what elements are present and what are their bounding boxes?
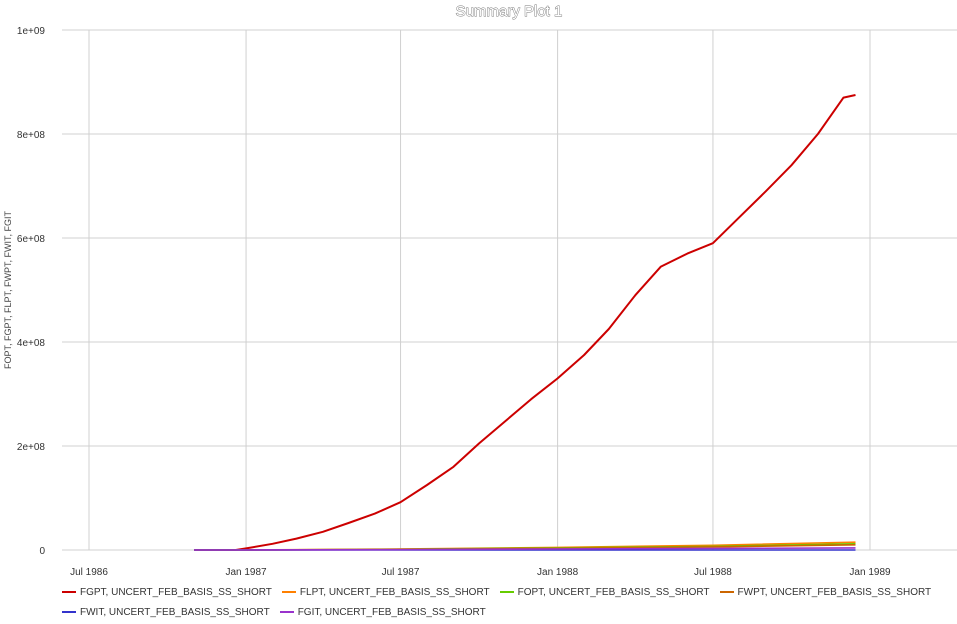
legend-label: FOPT, UNCERT_FEB_BASIS_SS_SHORT xyxy=(517,586,710,598)
legend-label: FWPT, UNCERT_FEB_BASIS_SS_SHORT xyxy=(737,586,932,598)
y-tick-label: 4e+08 xyxy=(17,338,46,349)
legend-swatch xyxy=(719,591,734,593)
legend-label: FGPT, UNCERT_FEB_BASIS_SS_SHORT xyxy=(80,586,272,598)
y-tick-label: 8e+08 xyxy=(17,130,46,141)
legend-item: FWIT, UNCERT_FEB_BASIS_SS_SHORT xyxy=(62,604,270,620)
legend-label: FLPT, UNCERT_FEB_BASIS_SS_SHORT xyxy=(299,586,490,598)
legend-swatch xyxy=(499,591,514,593)
legend-item: FOPT, UNCERT_FEB_BASIS_SS_SHORT xyxy=(499,584,710,600)
legend-label: FWIT, UNCERT_FEB_BASIS_SS_SHORT xyxy=(80,606,270,618)
legend-item: FGPT, UNCERT_FEB_BASIS_SS_SHORT xyxy=(62,584,272,600)
legend-swatch xyxy=(62,591,76,593)
legend: FGPT, UNCERT_FEB_BASIS_SS_SHORT FLPT, UNC… xyxy=(62,584,942,624)
y-tick-label: 1e+09 xyxy=(17,26,46,37)
legend-swatch xyxy=(281,591,296,593)
chart-title: Summary Plot 1 xyxy=(456,3,563,20)
x-tick-label: Jul 1986 xyxy=(70,567,108,578)
series-lines xyxy=(194,94,856,551)
y-tick-label: 6e+08 xyxy=(17,234,46,245)
x-tick-label: Jan 1988 xyxy=(537,567,579,578)
legend-item: FGIT, UNCERT_FEB_BASIS_SS_SHORT xyxy=(279,604,486,620)
y-tick-label: 2e+08 xyxy=(17,442,46,453)
series-line-1 xyxy=(194,94,856,551)
legend-label: FGIT, UNCERT_FEB_BASIS_SS_SHORT xyxy=(297,606,486,618)
legend-item: FWPT, UNCERT_FEB_BASIS_SS_SHORT xyxy=(719,584,932,600)
y-axis-label: FOPT, FGPT, FLPT, FWPT, FWIT, FGIT xyxy=(3,211,13,369)
y-axis-ticks: 0 2e+08 4e+08 6e+08 8e+08 1e+09 xyxy=(17,26,46,557)
x-tick-label: Jul 1988 xyxy=(694,567,732,578)
legend-swatch xyxy=(62,611,76,613)
x-axis-ticks: Jul 1986 Jan 1987 Jul 1987 Jan 1988 Jul 1988… xyxy=(70,567,891,578)
x-tick-label: Jan 1987 xyxy=(225,567,267,578)
legend-item: FLPT, UNCERT_FEB_BASIS_SS_SHORT xyxy=(281,584,490,600)
series-line-6 xyxy=(194,547,856,551)
legend-swatch xyxy=(279,611,294,613)
y-tick-label: 0 xyxy=(39,546,45,557)
x-tick-label: Jul 1987 xyxy=(382,567,420,578)
grid-lines xyxy=(62,29,957,551)
x-tick-label: Jan 1989 xyxy=(849,567,891,578)
